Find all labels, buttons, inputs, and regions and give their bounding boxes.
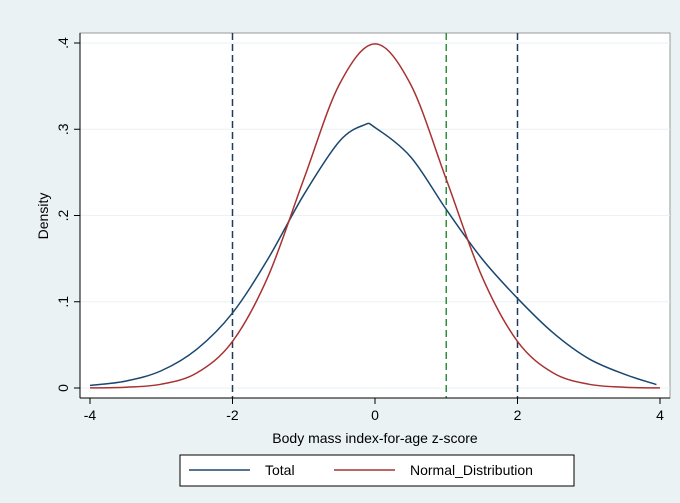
gridlines (80, 42, 670, 389)
legend: Total Normal_Distribution (179, 454, 575, 487)
y-axis-ticks: 0 .1 .2 .3 .4 (55, 37, 80, 392)
y-tick-label-0: 0 (55, 384, 71, 392)
y-tick-label-1: .1 (55, 296, 71, 308)
y-axis-title: Density (35, 193, 51, 240)
legend-label-normal-distribution: Normal_Distribution (410, 462, 533, 478)
y-tick-label-3: .3 (55, 123, 71, 135)
y-tick-label-4: .4 (55, 37, 71, 49)
x-tick-label-4: 4 (656, 407, 664, 423)
y-tick-label-2: .2 (55, 209, 71, 221)
x-tick-label-1: -2 (226, 407, 239, 423)
series-lines (89, 43, 661, 389)
series-line-total (89, 122, 657, 387)
x-axis-title: Body mass index-for-age z-score (272, 430, 478, 446)
series-line-normal-distribution (89, 43, 661, 389)
legend-label-total: Total (265, 462, 295, 478)
x-axis-ticks: -4 -2 0 2 4 (84, 398, 664, 423)
x-tick-label-2: 0 (371, 407, 379, 423)
x-tick-label-3: 2 (514, 407, 522, 423)
x-tick-label-0: -4 (84, 407, 97, 423)
reference-lines (231, 33, 519, 398)
